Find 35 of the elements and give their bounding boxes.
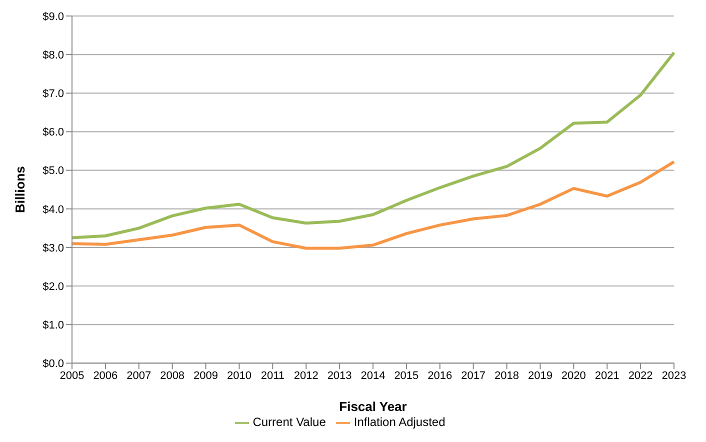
- x-tick-label: 2018: [494, 370, 520, 382]
- y-tick-label: $1.0: [42, 320, 64, 332]
- x-tick-label: 2009: [194, 370, 218, 382]
- x-axis-title: Fiscal Year: [339, 399, 407, 414]
- x-tick-label: 2021: [594, 370, 620, 382]
- x-tick-label: 2020: [561, 370, 586, 382]
- x-tick-label: 2019: [528, 370, 552, 382]
- y-tick-label: $0.0: [42, 358, 64, 370]
- x-tick-label: 2017: [461, 370, 486, 382]
- y-tick-label: $5.0: [42, 165, 64, 178]
- y-axis-title: Billions: [12, 166, 28, 214]
- x-tick-label: 2013: [327, 370, 352, 382]
- y-tick-label: $2.0: [42, 280, 64, 293]
- x-tick-label: 2022: [628, 370, 653, 382]
- line-series: [70, 160, 676, 250]
- x-tick-label: 2023: [662, 370, 686, 382]
- x-tick-label: 2015: [394, 370, 419, 382]
- x-tick-label: 2016: [428, 370, 452, 382]
- x-tick-label: 2006: [93, 370, 118, 382]
- x-tick-label: 2011: [260, 370, 284, 382]
- y-tick-label: $4.0: [42, 204, 64, 216]
- y-tick-label: $8.0: [42, 49, 64, 62]
- x-tick-label: 2014: [360, 370, 386, 382]
- y-tick-label: $6.0: [42, 126, 64, 139]
- x-tick-label: 2010: [226, 370, 252, 382]
- x-tick-label: 2007: [126, 370, 152, 382]
- y-tick-label: $3.0: [42, 242, 64, 254]
- y-tick-label: $7.0: [42, 88, 64, 100]
- x-tick-label: 2005: [60, 370, 84, 382]
- legend-label: Current Value: [252, 415, 326, 430]
- line-series: [70, 51, 676, 240]
- legend-label: Inflation Adjusted: [354, 415, 446, 430]
- y-tick-label: $9.0: [42, 10, 64, 23]
- x-tick-label: 2008: [160, 370, 185, 382]
- x-tick-label: 2012: [294, 370, 318, 382]
